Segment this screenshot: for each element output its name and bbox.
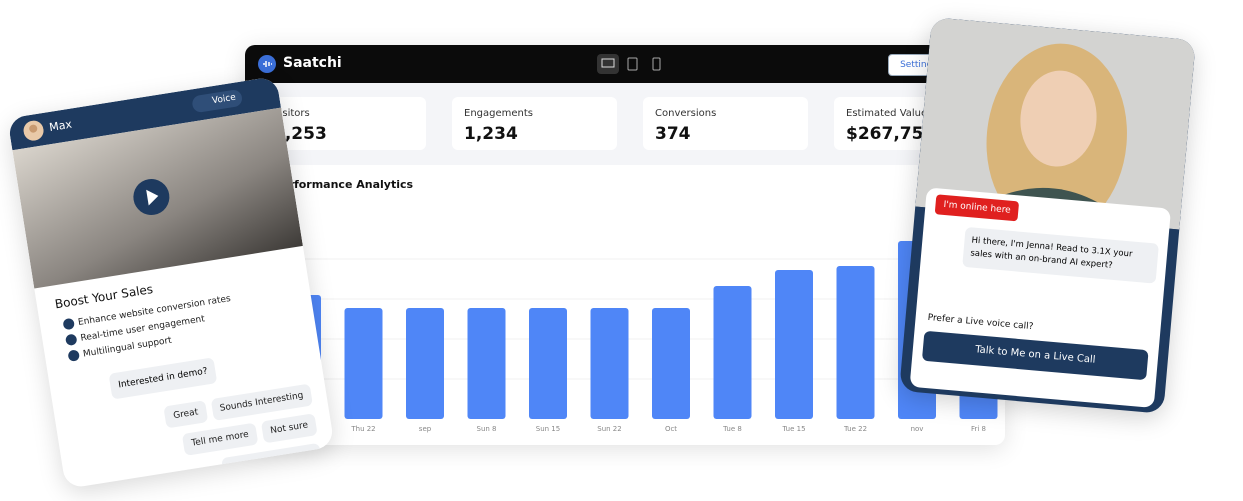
call-button[interactable]: Talk to Me on a Live Call bbox=[921, 330, 1149, 381]
x-tick-label: Sun 15 bbox=[536, 425, 560, 433]
chat-panel: I'm online here Hi there, I'm Jenna! Rea… bbox=[909, 187, 1172, 408]
x-tick-label: Tue 8 bbox=[722, 425, 742, 433]
stat-card: Visitors 5,253 bbox=[261, 97, 426, 150]
bar bbox=[344, 308, 383, 419]
stat-label: Visitors bbox=[273, 108, 310, 119]
status-badge: I'm online here bbox=[934, 194, 1020, 222]
x-tick-label: nov bbox=[911, 425, 924, 433]
top-bar: Saatchi Settings bbox=[245, 45, 1005, 83]
stat-value: 1,234 bbox=[464, 124, 518, 144]
stat-value: $267,756 bbox=[846, 124, 936, 144]
bar bbox=[836, 266, 875, 419]
bar bbox=[406, 308, 444, 419]
brand: Saatchi bbox=[283, 55, 342, 71]
chat-widget: Max Voice Boost Your Sales Enhance websi… bbox=[7, 76, 335, 489]
play-button[interactable] bbox=[129, 174, 175, 220]
device-toggle[interactable] bbox=[597, 54, 667, 74]
x-tick-label: Tue 15 bbox=[781, 425, 805, 433]
logo bbox=[258, 55, 276, 73]
x-tick-label: Oct bbox=[665, 425, 677, 433]
reply-chip[interactable]: Great bbox=[163, 400, 208, 429]
x-tick-label: Sun 8 bbox=[477, 425, 497, 433]
stat-label: Conversions bbox=[655, 108, 717, 119]
stat-value: 374 bbox=[655, 124, 691, 144]
bar bbox=[529, 308, 567, 419]
x-tick-label: Fri 8 bbox=[971, 425, 986, 433]
agent-name: Max bbox=[48, 117, 73, 135]
x-tick-label: sep bbox=[419, 425, 432, 433]
bar bbox=[775, 270, 813, 419]
reply-chip[interactable]: Tell me more bbox=[181, 422, 259, 456]
chart-panel: Performance Analytics Thu 22 sep Sun 8 Sun … bbox=[245, 165, 1005, 445]
stat-value: 5,253 bbox=[273, 124, 327, 144]
bar bbox=[652, 308, 690, 419]
prompt: Prefer a Live voice call? bbox=[927, 312, 1034, 333]
bar bbox=[590, 308, 629, 419]
video-preview bbox=[12, 107, 303, 289]
stat-card: Conversions 374 bbox=[643, 97, 808, 150]
dashboard: Saatchi Settings Performance Analytics T… bbox=[245, 45, 1005, 445]
message: Hi there, I'm Jenna! Read to 3.1X your s… bbox=[962, 226, 1159, 284]
x-tick-label: Thu 22 bbox=[350, 425, 375, 433]
avatar bbox=[23, 120, 44, 141]
reply-chip[interactable]: Need more details bbox=[221, 442, 323, 480]
widget-header: Max Voice bbox=[7, 76, 282, 151]
x-tick-label: Tue 22 bbox=[843, 425, 867, 433]
message: Interested in demo? bbox=[108, 357, 218, 400]
stat-card: Engagements 1,234 bbox=[452, 97, 617, 150]
x-tick-label: Sun 22 bbox=[597, 425, 621, 433]
stat-label: Engagements bbox=[464, 108, 533, 119]
bar bbox=[467, 308, 506, 419]
bar bbox=[713, 286, 752, 419]
live-call-widget: I'm online here Hi there, I'm Jenna! Rea… bbox=[899, 17, 1196, 414]
voice-toggle[interactable]: Voice bbox=[191, 88, 244, 114]
chart: Thu 22 sep Sun 8 Sun 15 Sun 22 Oct Tue 8 Tue 15… bbox=[265, 239, 998, 433]
settings-label[interactable]: Settings bbox=[900, 60, 937, 70]
stat-label: Estimated Value bbox=[846, 108, 928, 119]
reply-chip[interactable]: Not sure bbox=[260, 413, 318, 444]
chart-title: Performance Analytics bbox=[273, 178, 414, 191]
